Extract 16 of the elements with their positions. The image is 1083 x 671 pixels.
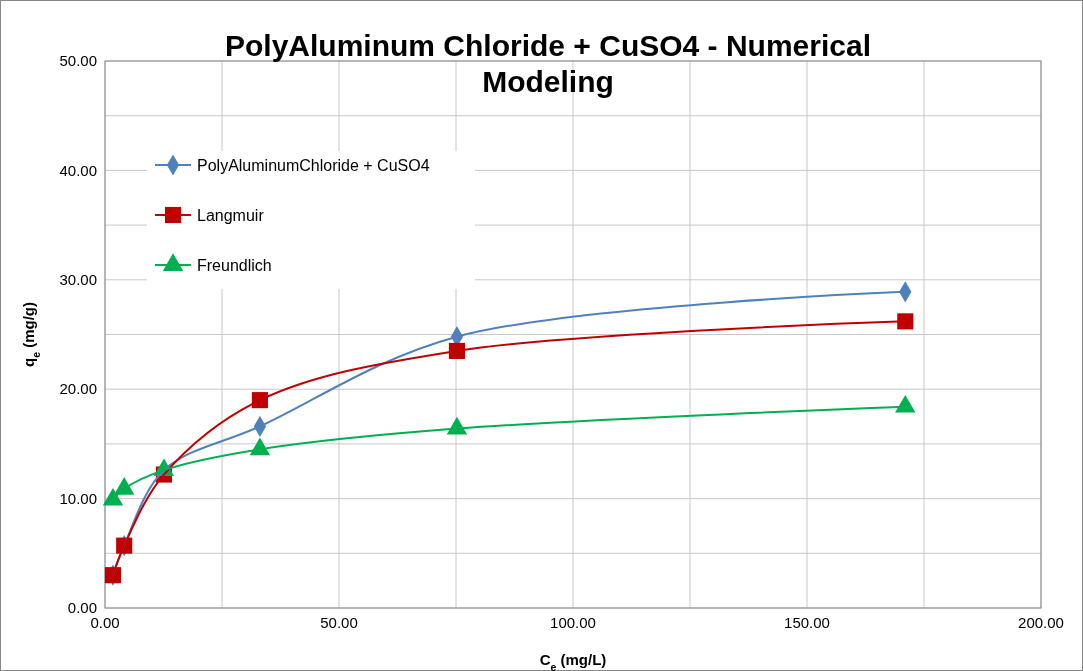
y-tick-label: 20.00 (59, 380, 97, 398)
chart-title: PolyAluminum Chloride + CuSO4 - Numerical Modeling (225, 29, 871, 98)
x-tick-label: 200.00 (1018, 614, 1064, 631)
y-tick-label: 30.00 (59, 271, 97, 289)
y-tick-label: 0.00 (67, 599, 97, 617)
x-tick-label: 0.00 (90, 614, 120, 631)
x-tick-label: 150.00 (784, 614, 830, 631)
y-tick-label: 10.00 (59, 489, 97, 507)
x-tick-label: 50.00 (320, 614, 358, 631)
legend-label: Langmuir (197, 206, 265, 224)
x-tick-label: 100.00 (550, 614, 596, 631)
y-tick-label: 50.00 (59, 52, 97, 70)
legend-label: Freundlich (197, 256, 272, 274)
legend-label: PolyAluminumChloride + CuSO4 (197, 156, 430, 174)
y-tick-label: 40.00 (59, 161, 97, 179)
x-axis-title: C$_{e}$ (mg/L) (539, 651, 607, 671)
